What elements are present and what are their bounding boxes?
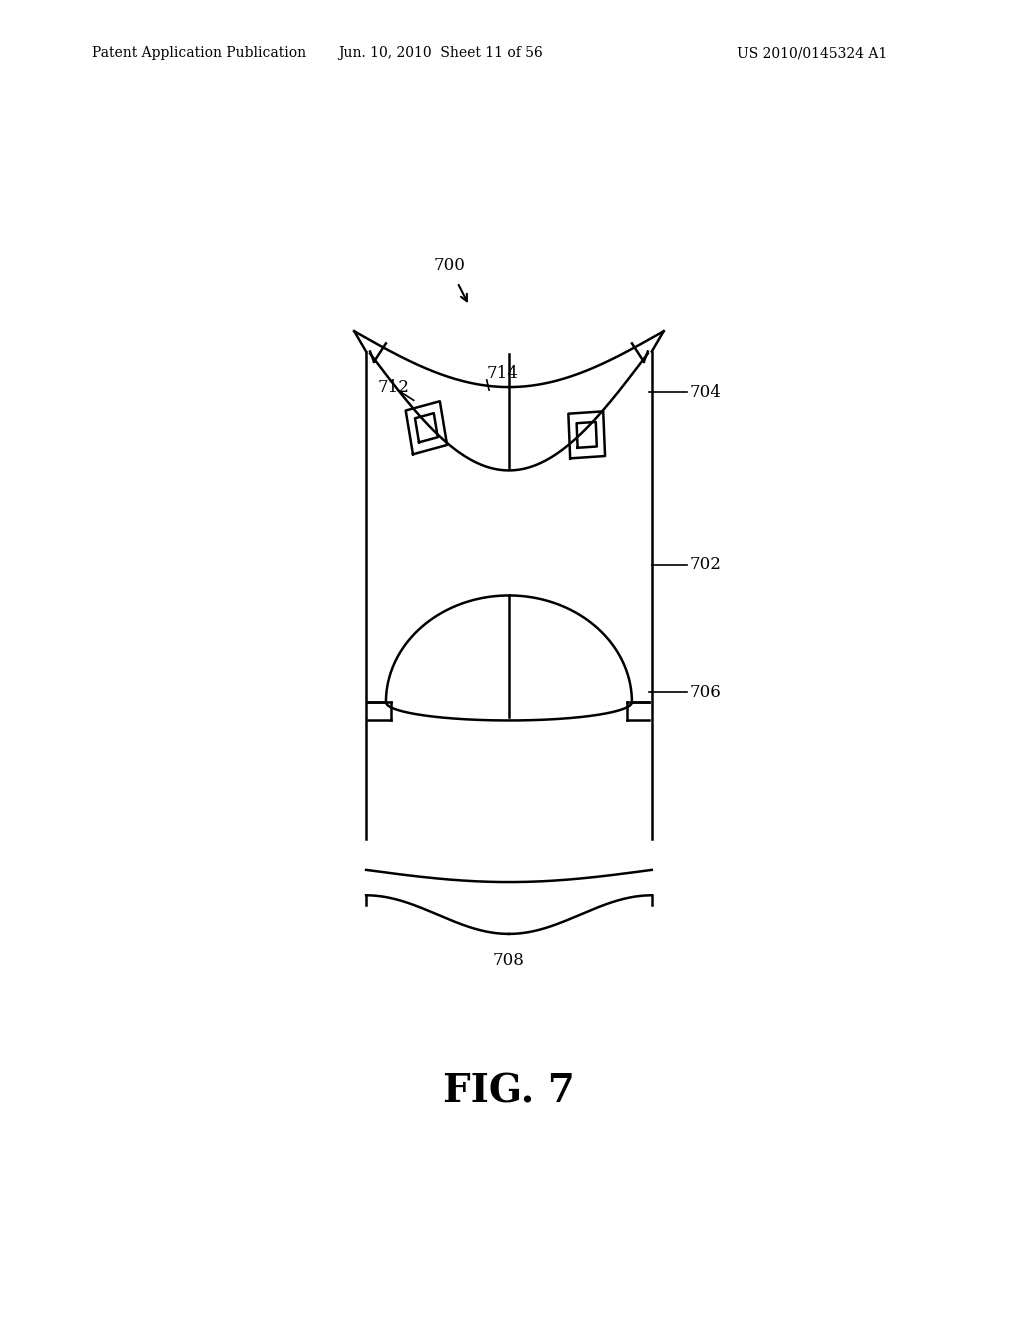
- Text: 702: 702: [690, 557, 722, 573]
- Text: 706: 706: [690, 684, 722, 701]
- Text: 704: 704: [690, 384, 722, 401]
- Text: 708: 708: [493, 952, 525, 969]
- Text: 712: 712: [378, 379, 410, 396]
- Text: 700: 700: [433, 256, 466, 273]
- Text: Patent Application Publication: Patent Application Publication: [92, 46, 306, 61]
- Text: US 2010/0145324 A1: US 2010/0145324 A1: [737, 46, 888, 61]
- Text: 714: 714: [486, 366, 518, 383]
- Text: Jun. 10, 2010  Sheet 11 of 56: Jun. 10, 2010 Sheet 11 of 56: [338, 46, 543, 61]
- Text: FIG. 7: FIG. 7: [443, 1072, 574, 1110]
